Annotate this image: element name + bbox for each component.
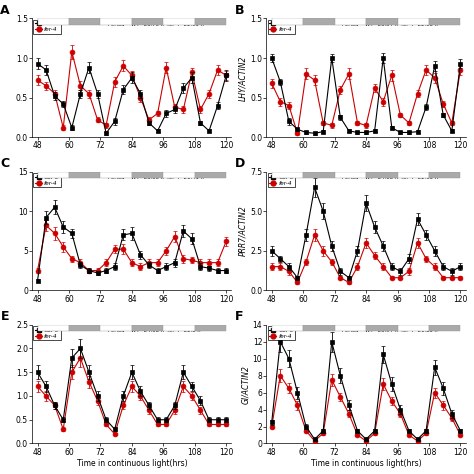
Bar: [164, 172, 195, 178]
Bar: [69, 325, 100, 331]
Legend: Col-0, fer-4: Col-0, fer-4: [34, 173, 61, 187]
Y-axis label: LHY/ACTIN2: LHY/ACTIN2: [238, 55, 247, 100]
Legend: Col-0, fer-4: Col-0, fer-4: [34, 19, 61, 34]
Bar: [37, 18, 69, 25]
Text: Period    WT=24.08 h  fer-4=22.65 h: Period WT=24.08 h fer-4=22.65 h: [342, 175, 438, 180]
Bar: [272, 18, 303, 25]
Bar: [335, 325, 366, 331]
Bar: [195, 172, 226, 178]
Y-axis label: GI/ACTIN2: GI/ACTIN2: [241, 365, 250, 403]
Text: Period    WT=23.76 h  fer-4=22.05 h: Period WT=23.76 h fer-4=22.05 h: [108, 22, 204, 27]
Text: F: F: [235, 310, 243, 323]
Text: C: C: [0, 157, 9, 170]
Bar: [132, 172, 164, 178]
Bar: [100, 172, 132, 178]
Bar: [429, 172, 460, 178]
Legend: Col-0, fer-4: Col-0, fer-4: [268, 326, 295, 340]
Text: E: E: [0, 310, 9, 323]
Bar: [335, 18, 366, 25]
Bar: [366, 325, 398, 331]
Bar: [303, 18, 335, 25]
Text: Period    WT=24.08 h  fer-4=22.8 h: Period WT=24.08 h fer-4=22.8 h: [108, 328, 201, 333]
Bar: [132, 18, 164, 25]
Bar: [272, 325, 303, 331]
Legend: Col-0, fer-4: Col-0, fer-4: [268, 173, 295, 187]
Bar: [132, 325, 164, 331]
Bar: [398, 18, 429, 25]
Bar: [69, 18, 100, 25]
X-axis label: Time in continuous light(hrs): Time in continuous light(hrs): [311, 459, 421, 468]
Text: Period    WT=23.54 h  fer-4=22.08 h: Period WT=23.54 h fer-4=22.08 h: [342, 22, 438, 27]
Bar: [398, 325, 429, 331]
Text: B: B: [235, 4, 244, 17]
Bar: [303, 325, 335, 331]
Bar: [366, 18, 398, 25]
Text: Period    WT=23.94 h  fer-4=21.83 h: Period WT=23.94 h fer-4=21.83 h: [342, 328, 438, 333]
Text: D: D: [235, 157, 245, 170]
Bar: [164, 325, 195, 331]
Bar: [272, 172, 303, 178]
Text: A: A: [0, 4, 10, 17]
Bar: [37, 325, 69, 331]
Legend: Col-0, fer-4: Col-0, fer-4: [34, 326, 61, 340]
Bar: [100, 325, 132, 331]
X-axis label: Time in continuous light(hrs): Time in continuous light(hrs): [76, 459, 187, 468]
Text: Period    WT=23.66 h  fer-4=21.41 h: Period WT=23.66 h fer-4=21.41 h: [108, 175, 204, 180]
Bar: [100, 18, 132, 25]
Legend: Col-0, fer-4: Col-0, fer-4: [268, 19, 295, 34]
Bar: [366, 172, 398, 178]
Bar: [195, 325, 226, 331]
Bar: [335, 172, 366, 178]
Bar: [398, 172, 429, 178]
Bar: [303, 172, 335, 178]
Y-axis label: PRR7/ACTIN2: PRR7/ACTIN2: [238, 206, 247, 256]
Bar: [429, 18, 460, 25]
Bar: [69, 172, 100, 178]
Bar: [37, 172, 69, 178]
Bar: [429, 325, 460, 331]
Bar: [164, 18, 195, 25]
Bar: [195, 18, 226, 25]
